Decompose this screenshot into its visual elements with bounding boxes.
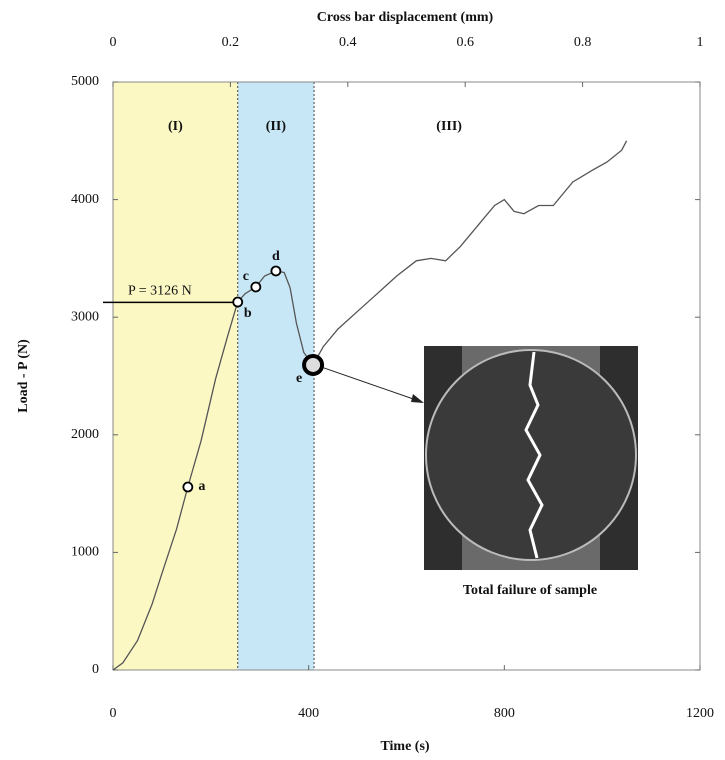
y-axis-label: Load - P (N) [16, 339, 31, 413]
y-tick-label: 4000 [71, 192, 99, 207]
point-marker [232, 296, 244, 308]
crack [524, 351, 544, 559]
arrow-head [411, 394, 424, 403]
x2-tick-label: 0.2 [222, 35, 240, 50]
region-label: (III) [436, 119, 462, 134]
plot-frame [112, 81, 701, 671]
x2-tick-label: 0 [110, 35, 117, 50]
point-marker [302, 353, 325, 376]
x-tick-label: 0 [110, 706, 117, 721]
arrow [320, 366, 423, 403]
y-tick-label: 1000 [71, 545, 99, 560]
x-tick-label: 1200 [686, 706, 714, 721]
x2-tick-label: 0.4 [339, 35, 357, 50]
y-tick-label: 0 [92, 662, 99, 677]
x2-axis-label: Cross bar displacement (mm) [317, 10, 494, 25]
point-marker [182, 481, 194, 493]
point-label: c [243, 269, 249, 284]
inset-caption: Total failure of sample [463, 583, 597, 598]
point-label: e [296, 371, 302, 386]
region [113, 82, 238, 670]
inset-photo: Total failure of sample [424, 346, 638, 598]
annotation-text: P = 3126 N [128, 284, 192, 299]
x2-tick-label: 1 [697, 35, 704, 50]
point-label: d [272, 249, 280, 264]
y-tick-label: 3000 [71, 309, 99, 324]
x2-tick-label: 0.6 [456, 35, 474, 50]
x-tick-label: 800 [494, 706, 515, 721]
x-axis-label: Time (s) [380, 739, 429, 754]
point-marker [250, 281, 262, 293]
point-label: a [198, 479, 205, 494]
region [237, 82, 315, 670]
y-tick-label: 2000 [71, 427, 99, 442]
load-curve [112, 140, 628, 671]
sample-disc [425, 349, 637, 561]
region-label: (II) [266, 119, 287, 134]
point-label: b [244, 306, 252, 321]
x-tick-label: 400 [298, 706, 319, 721]
point-marker [270, 265, 282, 277]
y-tick-label: 5000 [71, 74, 99, 89]
region-label: (I) [168, 119, 183, 134]
x2-tick-label: 0.8 [574, 35, 592, 50]
